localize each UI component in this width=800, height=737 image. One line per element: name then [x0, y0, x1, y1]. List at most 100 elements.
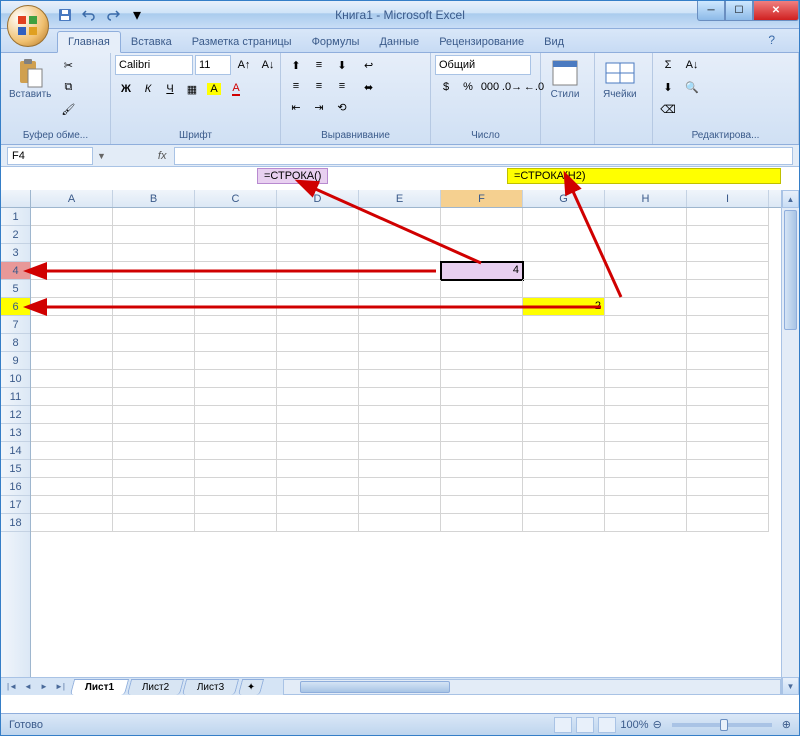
cell-F1[interactable]	[441, 208, 523, 226]
cell-D16[interactable]	[277, 478, 359, 496]
cell-C6[interactable]	[195, 298, 277, 316]
cell-A5[interactable]	[31, 280, 113, 298]
sheet-tab-1[interactable]: Лист1	[70, 679, 129, 695]
cell-E15[interactable]	[359, 460, 441, 478]
cell-E11[interactable]	[359, 388, 441, 406]
cell-E3[interactable]	[359, 244, 441, 262]
cell-B10[interactable]	[113, 370, 195, 388]
format-painter-icon[interactable]: 🖌	[57, 99, 79, 119]
cell-D6[interactable]	[277, 298, 359, 316]
font-name-input[interactable]	[115, 55, 193, 75]
tab-formulas[interactable]: Формулы	[302, 32, 370, 52]
cell-H2[interactable]	[605, 226, 687, 244]
cell-G12[interactable]	[523, 406, 605, 424]
cell-G5[interactable]	[523, 280, 605, 298]
name-box[interactable]: F4	[7, 147, 93, 165]
cell-I9[interactable]	[687, 352, 769, 370]
cells-button[interactable]: Ячейки	[599, 55, 641, 102]
zoom-thumb[interactable]	[720, 719, 728, 731]
scroll-up-icon[interactable]: ▲	[782, 190, 799, 208]
cell-G9[interactable]	[523, 352, 605, 370]
cell-G8[interactable]	[523, 334, 605, 352]
cell-E18[interactable]	[359, 514, 441, 532]
underline-button[interactable]: Ч	[159, 79, 181, 99]
cell-B9[interactable]	[113, 352, 195, 370]
tab-page-layout[interactable]: Разметка страницы	[182, 32, 302, 52]
col-header-A[interactable]: A	[31, 190, 113, 207]
row-header-1[interactable]: 1	[1, 208, 30, 226]
name-box-dropdown-icon[interactable]: ▼	[97, 151, 106, 161]
cell-D14[interactable]	[277, 442, 359, 460]
cell-D12[interactable]	[277, 406, 359, 424]
cell-H5[interactable]	[605, 280, 687, 298]
cell-I10[interactable]	[687, 370, 769, 388]
row-header-2[interactable]: 2	[1, 226, 30, 244]
cell-D8[interactable]	[277, 334, 359, 352]
cell-H10[interactable]	[605, 370, 687, 388]
cell-I1[interactable]	[687, 208, 769, 226]
cell-C7[interactable]	[195, 316, 277, 334]
cell-C9[interactable]	[195, 352, 277, 370]
col-header-G[interactable]: G	[523, 190, 605, 207]
col-header-E[interactable]: E	[359, 190, 441, 207]
row-header-12[interactable]: 12	[1, 406, 30, 424]
orientation-icon[interactable]: ⟲	[331, 97, 353, 117]
border-icon[interactable]: ▦	[181, 79, 203, 99]
cell-H1[interactable]	[605, 208, 687, 226]
align-bottom-icon[interactable]: ⬇	[331, 55, 353, 75]
cell-F7[interactable]	[441, 316, 523, 334]
cell-B18[interactable]	[113, 514, 195, 532]
cell-F10[interactable]	[441, 370, 523, 388]
wrap-text-icon[interactable]: ↩	[359, 55, 378, 75]
undo-icon[interactable]	[79, 5, 99, 25]
cell-B15[interactable]	[113, 460, 195, 478]
cell-E2[interactable]	[359, 226, 441, 244]
cell-I8[interactable]	[687, 334, 769, 352]
decrease-indent-icon[interactable]: ⇤	[285, 97, 307, 117]
col-header-H[interactable]: H	[605, 190, 687, 207]
cell-F5[interactable]	[441, 280, 523, 298]
cell-D18[interactable]	[277, 514, 359, 532]
cell-C14[interactable]	[195, 442, 277, 460]
align-center-icon[interactable]: ≡	[308, 76, 330, 96]
cell-H12[interactable]	[605, 406, 687, 424]
page-break-view-icon[interactable]	[598, 717, 616, 733]
cell-H18[interactable]	[605, 514, 687, 532]
tab-last-icon[interactable]: ►|	[53, 680, 67, 694]
cell-G3[interactable]	[523, 244, 605, 262]
row-header-7[interactable]: 7	[1, 316, 30, 334]
cell-A17[interactable]	[31, 496, 113, 514]
cell-D10[interactable]	[277, 370, 359, 388]
zoom-slider[interactable]	[672, 723, 772, 727]
cell-D7[interactable]	[277, 316, 359, 334]
cell-E10[interactable]	[359, 370, 441, 388]
tab-prev-icon[interactable]: ◄	[21, 680, 35, 694]
cell-D11[interactable]	[277, 388, 359, 406]
cell-F17[interactable]	[441, 496, 523, 514]
office-button[interactable]	[7, 5, 49, 47]
italic-button[interactable]: К	[137, 79, 159, 99]
sort-icon[interactable]: A↓	[681, 55, 703, 75]
font-color-icon[interactable]: A	[225, 79, 247, 99]
align-right-icon[interactable]: ≡	[331, 76, 353, 96]
cell-C16[interactable]	[195, 478, 277, 496]
cell-F9[interactable]	[441, 352, 523, 370]
cell-H11[interactable]	[605, 388, 687, 406]
bold-button[interactable]: Ж	[115, 79, 137, 99]
row-header-13[interactable]: 13	[1, 424, 30, 442]
font-size-input[interactable]	[195, 55, 231, 75]
percent-icon[interactable]: %	[457, 77, 479, 97]
cell-C3[interactable]	[195, 244, 277, 262]
cell-C12[interactable]	[195, 406, 277, 424]
cell-G1[interactable]	[523, 208, 605, 226]
col-header-C[interactable]: C	[195, 190, 277, 207]
align-middle-icon[interactable]: ≡	[308, 55, 330, 75]
cell-A1[interactable]	[31, 208, 113, 226]
cell-A18[interactable]	[31, 514, 113, 532]
cell-B14[interactable]	[113, 442, 195, 460]
increase-decimal-icon[interactable]: .0→	[501, 77, 523, 97]
cell-A14[interactable]	[31, 442, 113, 460]
cell-E8[interactable]	[359, 334, 441, 352]
cell-C10[interactable]	[195, 370, 277, 388]
cell-A8[interactable]	[31, 334, 113, 352]
